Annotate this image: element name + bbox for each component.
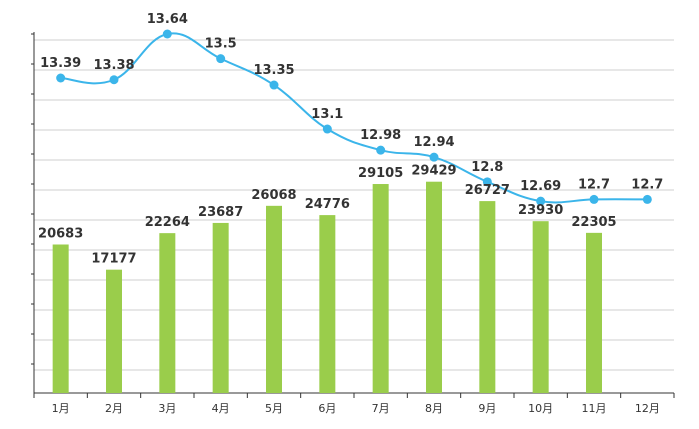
bar-value-label: 26727: [465, 183, 510, 198]
x-tick-label: 1月: [52, 402, 70, 415]
line-series: [56, 29, 652, 206]
line-value-label: 12.7: [631, 177, 663, 192]
line-value-label: 13.5: [205, 37, 237, 52]
line-value-label: 12.94: [413, 135, 454, 150]
bar-value-label: 26068: [251, 188, 296, 203]
bar: [586, 232, 602, 393]
line-point: [322, 124, 332, 134]
line-point: [536, 196, 546, 206]
x-tick-label: 10月: [528, 402, 553, 415]
x-tick-label: 11月: [582, 402, 607, 415]
data-labels: 20683 17177 22264 23687 26068 24776 29105 29429…: [38, 12, 663, 267]
line-point: [482, 177, 492, 187]
line-point: [429, 152, 439, 162]
x-tick-label: 9月: [478, 402, 496, 415]
line-value-label: 13.38: [93, 58, 134, 73]
line-series-path: [60, 32, 648, 204]
axes: 1月 2月 3月 4月 5月 6月 7月 8月 9月 10月 11月 12月: [31, 32, 675, 415]
bar-value-label: 23687: [198, 205, 243, 220]
bar-value-label: 22264: [145, 215, 190, 230]
bar-value-label: 22305: [571, 215, 616, 230]
bar-series: [52, 181, 602, 393]
x-tick-label: 8月: [425, 402, 443, 415]
bar-value-label: 17177: [91, 252, 136, 267]
bar: [159, 233, 176, 393]
bar: [106, 269, 122, 393]
line-point: [642, 194, 652, 204]
line-point: [162, 29, 172, 39]
line-value-label: 13.39: [40, 56, 81, 71]
line-value-label: 12.8: [471, 160, 503, 175]
x-tick-label: 6月: [318, 402, 336, 415]
x-tick-label: 3月: [158, 402, 176, 415]
bar: [372, 184, 389, 393]
line-value-label: 12.98: [360, 128, 401, 143]
bar-value-label: 24776: [305, 197, 350, 212]
line-point: [269, 80, 279, 90]
line-point: [589, 194, 599, 204]
bar: [319, 215, 336, 393]
line-value-label: 12.7: [578, 177, 610, 192]
x-tick-label: 4月: [212, 402, 230, 415]
line-value-label: 12.69: [520, 179, 561, 194]
x-tick-label: 2月: [105, 402, 123, 415]
line-point: [376, 145, 386, 155]
bar: [52, 244, 69, 393]
bar: [479, 201, 496, 393]
x-tick-label: 12月: [635, 402, 660, 415]
bar-value-label: 29429: [411, 164, 456, 179]
line-point: [56, 73, 66, 83]
bar: [266, 205, 282, 393]
gridlines: [34, 39, 674, 371]
line-value-label: 13.35: [253, 63, 294, 78]
bar: [532, 221, 549, 393]
bar: [212, 222, 229, 393]
line-point: [109, 75, 119, 85]
x-tick-label: 7月: [372, 402, 390, 415]
line-point: [216, 54, 226, 64]
bar-value-label: 23930: [518, 203, 563, 218]
bar-value-label: 20683: [38, 226, 83, 241]
x-tick-label: 5月: [265, 402, 283, 415]
bar-value-label: 29105: [358, 166, 403, 181]
bar: [426, 181, 442, 393]
line-value-label: 13.1: [311, 107, 343, 122]
line-value-label: 13.64: [147, 12, 188, 27]
